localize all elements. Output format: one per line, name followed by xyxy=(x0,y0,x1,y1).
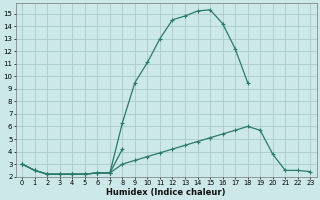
X-axis label: Humidex (Indice chaleur): Humidex (Indice chaleur) xyxy=(107,188,226,197)
